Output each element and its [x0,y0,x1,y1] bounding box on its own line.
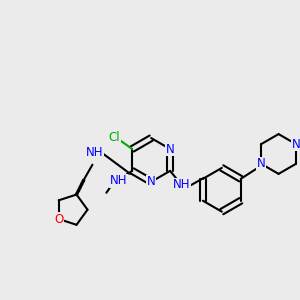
Text: N: N [166,142,175,155]
Text: N: N [147,175,155,188]
Text: NH: NH [86,146,103,159]
Text: Cl: Cl [109,130,120,144]
Text: N: N [291,137,300,151]
Text: NH: NH [173,178,191,191]
Text: NH: NH [110,174,127,187]
Text: O: O [54,212,63,226]
Text: N: N [257,158,266,170]
